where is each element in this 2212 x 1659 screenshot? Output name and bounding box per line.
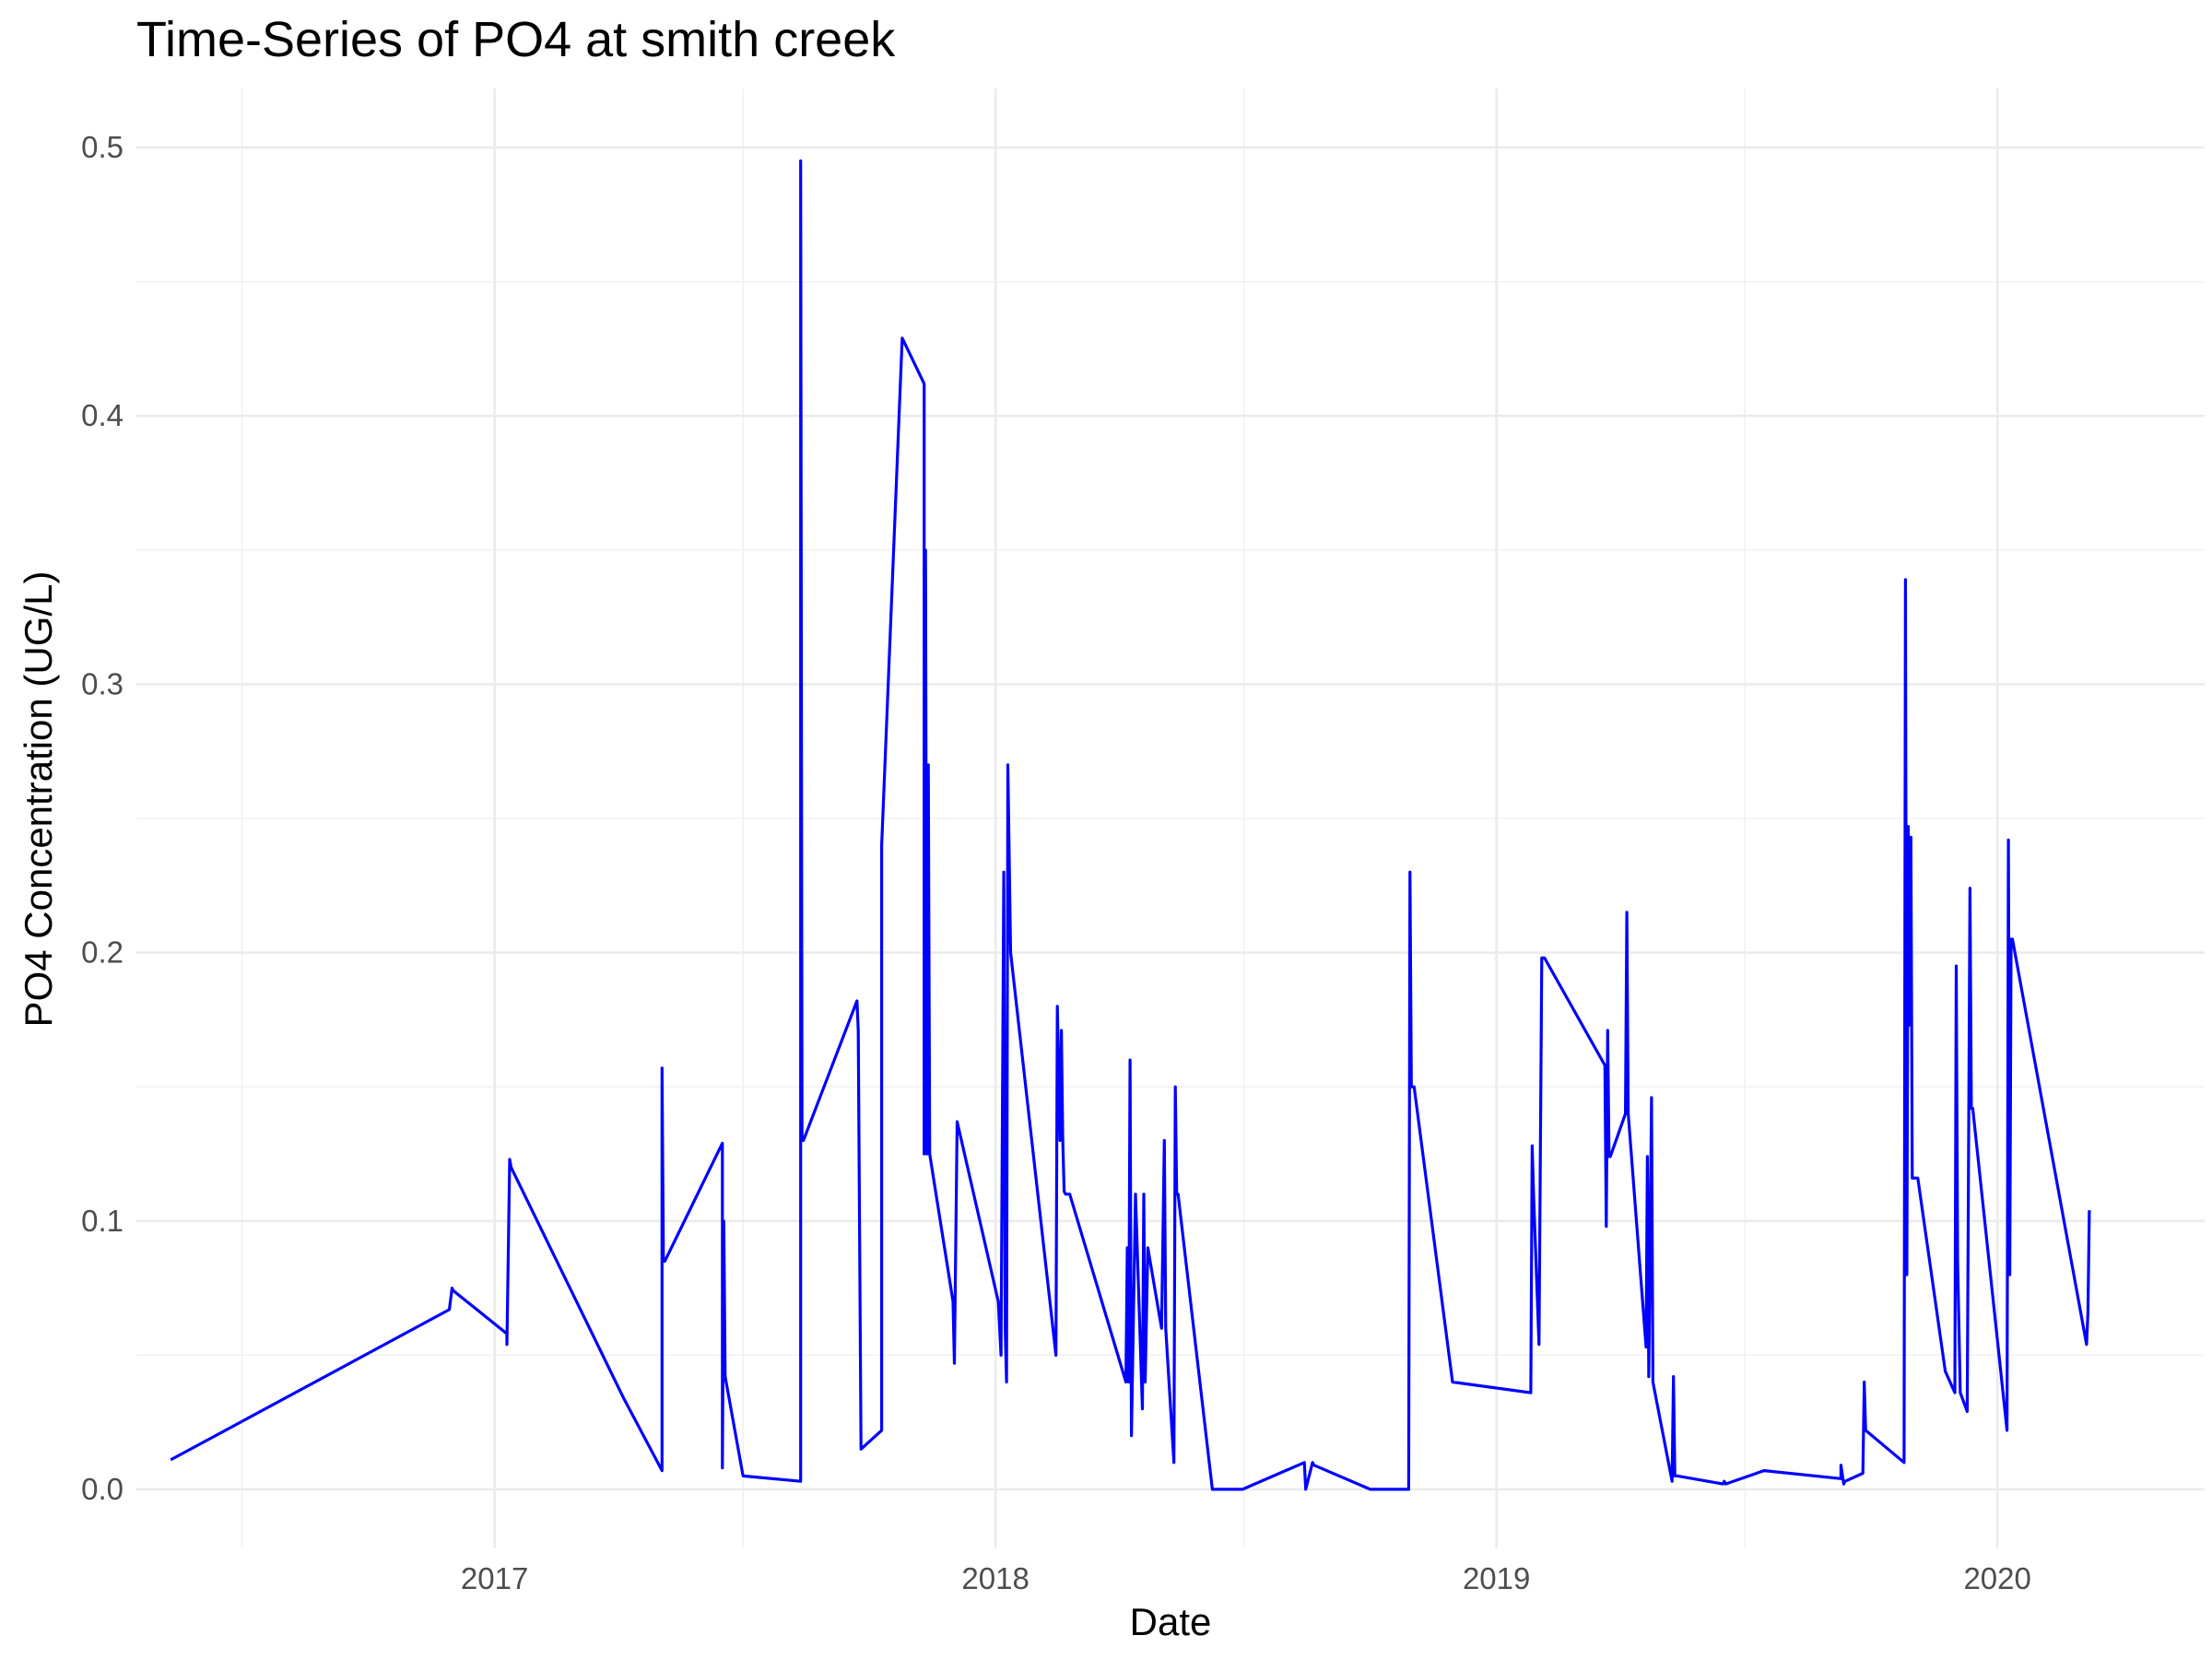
y-tick-label: 0.4 <box>81 398 124 432</box>
y-tick-label: 0.5 <box>81 130 124 164</box>
po4-series-line <box>170 159 2091 1491</box>
x-tick-label: 2018 <box>961 1561 1029 1595</box>
x-tick-label: 2020 <box>1963 1561 2030 1595</box>
x-tick-labels: 2017 2018 2019 2020 <box>461 1561 2031 1595</box>
x-axis-title: Date <box>1130 1600 1212 1643</box>
y-tick-label: 0.1 <box>81 1204 124 1238</box>
x-tick-label: 2017 <box>461 1561 528 1595</box>
y-tick-labels: 0.0 0.1 0.2 0.3 0.4 0.5 <box>81 130 124 1506</box>
y-tick-label: 0.0 <box>81 1472 124 1506</box>
x-tick-label: 2019 <box>1463 1561 1530 1595</box>
y-tick-label: 0.2 <box>81 935 124 970</box>
chart-title: Time-Series of PO4 at smith creek <box>136 12 896 67</box>
y-tick-label: 0.3 <box>81 666 124 700</box>
series-layer <box>170 159 2091 1491</box>
minor-gridlines <box>136 88 2205 1548</box>
major-gridlines <box>136 88 2205 1548</box>
y-axis-title: PO4 Concentration (UG/L) <box>17 571 60 1028</box>
